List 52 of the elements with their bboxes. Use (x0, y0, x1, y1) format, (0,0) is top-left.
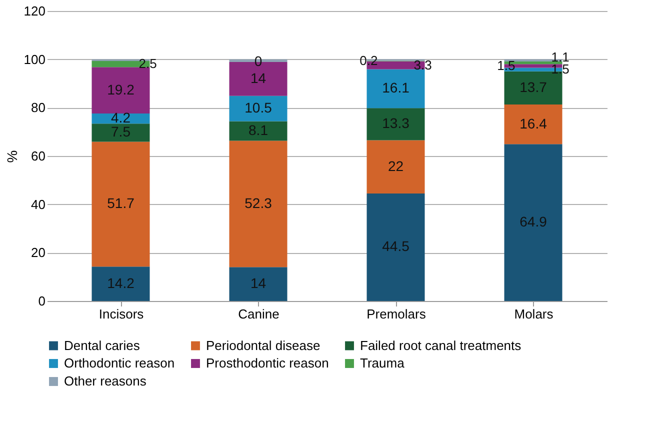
bar (229, 140, 288, 268)
bar (366, 193, 425, 301)
data-label: 14 (250, 70, 266, 86)
legend-label: Other reasons (64, 374, 147, 388)
bar (92, 67, 150, 114)
x-tick-label: Incisors (98, 306, 144, 322)
data-label: 13.7 (520, 78, 548, 95)
y-tick-label: 40 (31, 196, 46, 212)
y-tick-label: 20 (31, 245, 46, 260)
legend-label: Failed root canal treatments (360, 338, 522, 353)
data-label: 44.5 (382, 238, 410, 254)
bar (504, 144, 562, 301)
data-label: 22 (388, 158, 404, 174)
data-label: 8.1 (248, 122, 268, 138)
data-label: 52.3 (244, 194, 272, 211)
bar (366, 69, 425, 108)
data-label: 14 (250, 275, 266, 292)
y-tick-label: 80 (31, 100, 46, 116)
y-axis-title: % (4, 150, 20, 163)
bar (92, 266, 150, 301)
legend-label: Orthodontic reason (64, 356, 175, 370)
y-tick-label: 120 (24, 4, 46, 18)
bar (229, 96, 288, 122)
legend-label: Prosthodontic reason (206, 356, 329, 370)
legend-label: Trauma (360, 356, 406, 370)
x-tick-label: Molars (514, 306, 554, 322)
data-label: 19.2 (107, 81, 135, 98)
y-tick-label: 0 (38, 294, 46, 308)
legend-label: Periodontal disease (206, 338, 320, 353)
x-tick-label: Premolars (366, 306, 426, 322)
bar (229, 121, 288, 141)
y-tick-label: 100 (24, 52, 46, 67)
data-label: 7.5 (111, 124, 131, 140)
data-label: 16.1 (382, 80, 410, 96)
x-tick-label: Canine (238, 306, 280, 322)
data-label: 16.4 (520, 115, 548, 132)
data-label: 0 (254, 52, 262, 69)
bar (92, 142, 150, 267)
bar (366, 108, 425, 140)
bar (504, 104, 562, 144)
data-label: 14.2 (107, 274, 135, 291)
bar (92, 124, 150, 142)
data-label: 10.5 (244, 100, 272, 116)
data-label: 4.2 (111, 110, 131, 126)
data-label: 13.3 (382, 115, 410, 132)
data-label: 51.7 (107, 195, 135, 212)
bar (229, 267, 288, 301)
legend-label: Dental caries (64, 338, 140, 353)
y-tick-label: 60 (31, 148, 46, 164)
data-label: 1.5 (497, 58, 516, 73)
bar (366, 140, 425, 194)
data-label: 64.9 (520, 214, 548, 230)
